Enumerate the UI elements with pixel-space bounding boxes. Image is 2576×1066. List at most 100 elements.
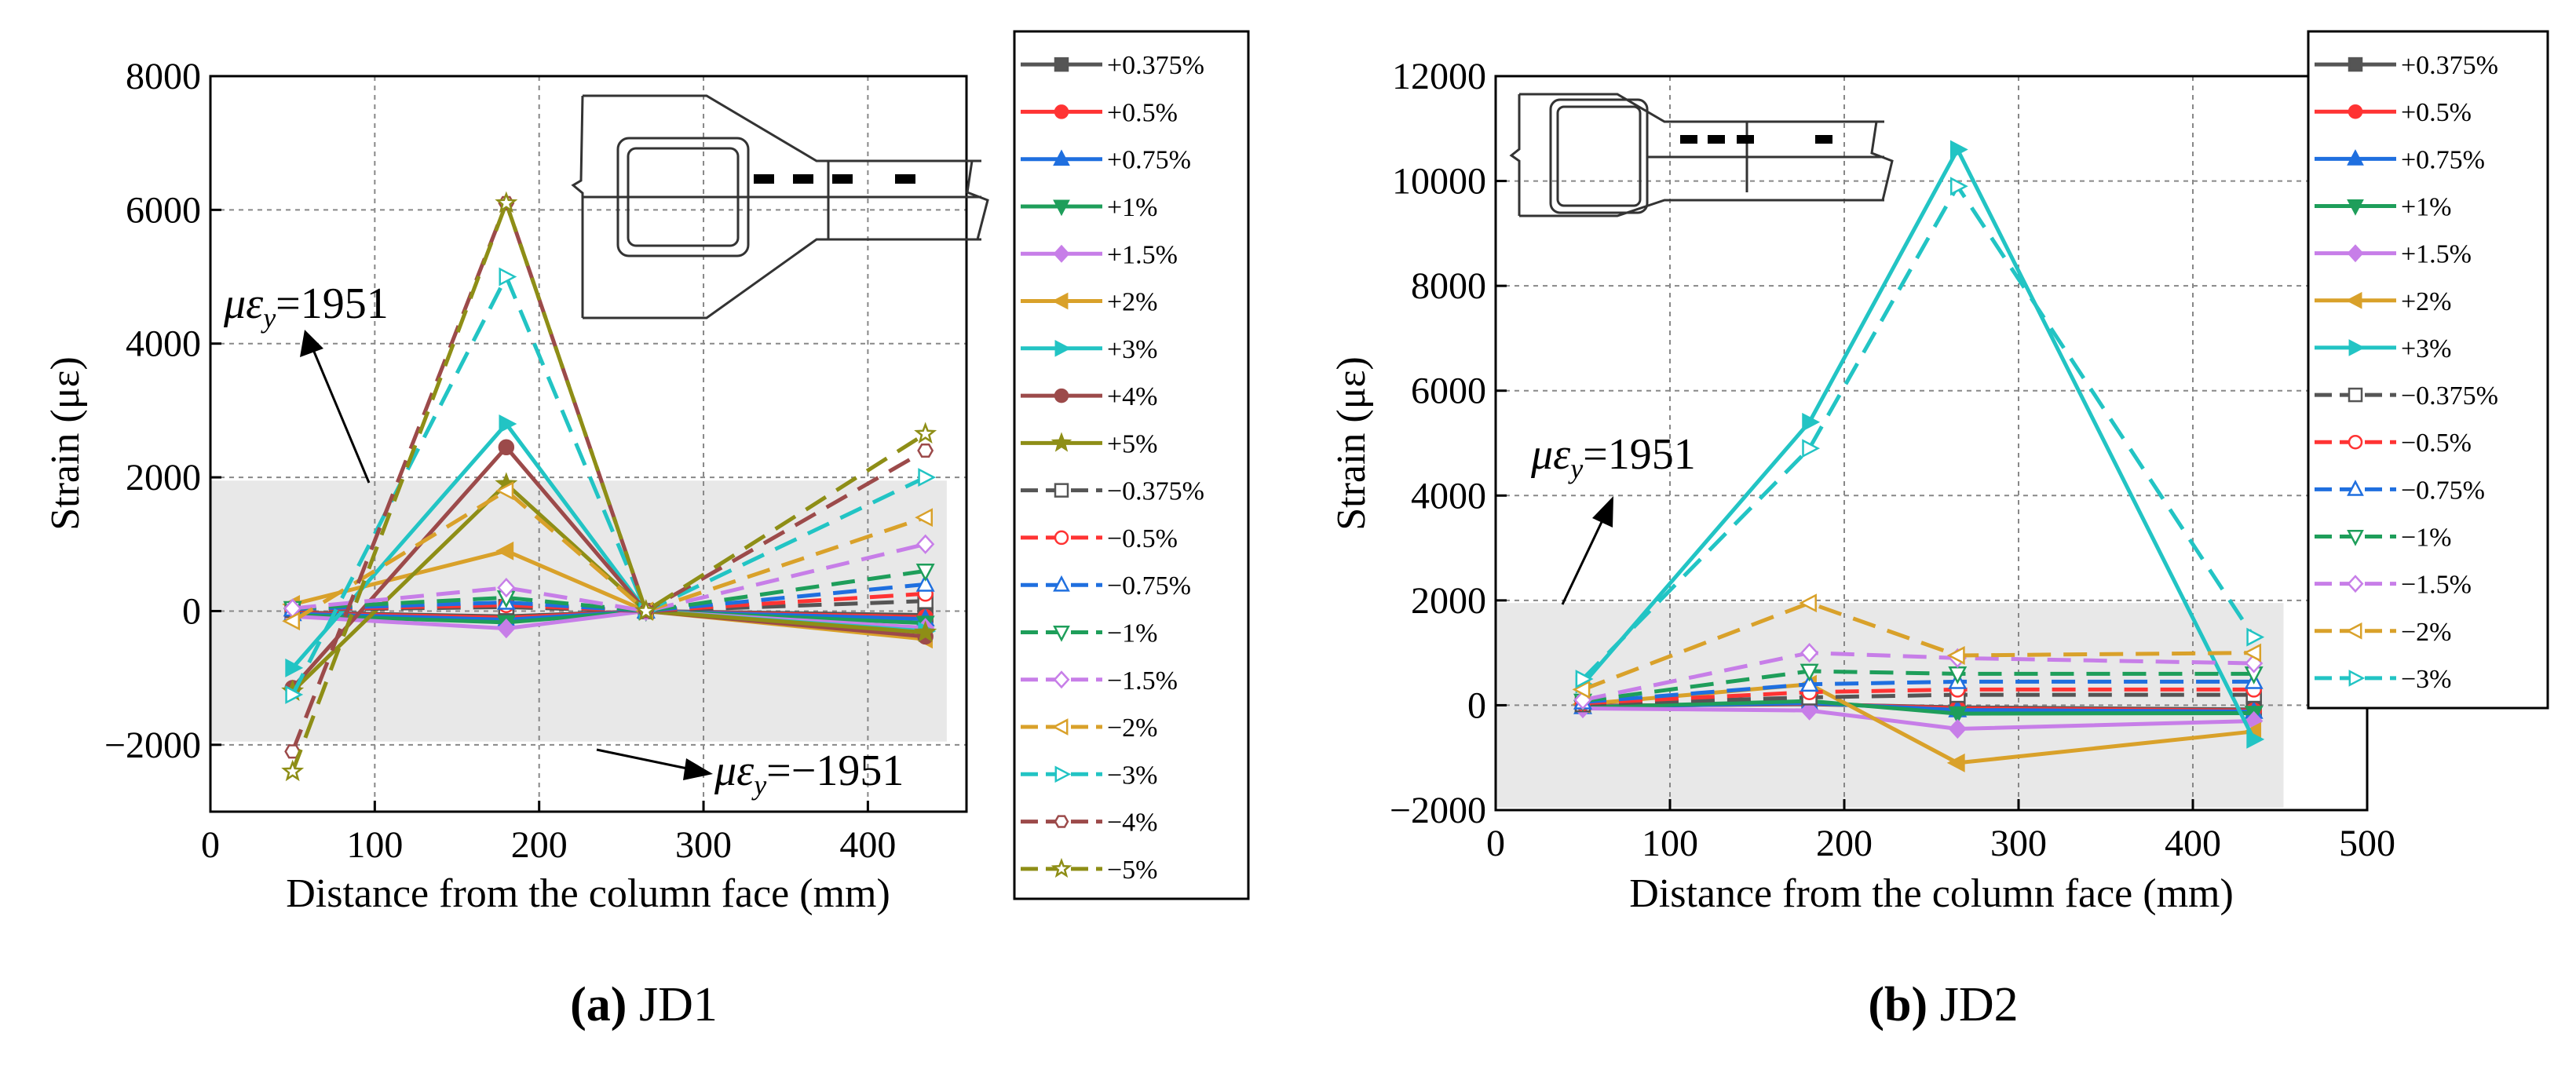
legend-marker — [1054, 483, 1069, 498]
data-point — [495, 191, 518, 214]
series-line — [1581, 184, 2256, 681]
data-point — [918, 468, 937, 487]
legend-entry: −1% — [2315, 524, 2452, 553]
legend-entry: −1.5% — [1021, 666, 1178, 695]
legend-label: −1% — [1107, 619, 1158, 648]
legend-label: −1% — [2401, 524, 2452, 553]
legend-label: −0.375% — [1107, 477, 1204, 506]
legend-marker — [2347, 530, 2364, 546]
y-tick-label: 4000 — [1411, 475, 1486, 517]
series-−1.5% — [1573, 642, 2264, 710]
svg-text:μεy=1951: μεy=1951 — [223, 279, 389, 334]
legend-marker — [1053, 670, 1070, 689]
axis-ticks: 0 100 200 300 400 −2000 0 2000 4000 6000 8000 — [104, 56, 896, 866]
x-tick-label: 300 — [1990, 823, 2047, 864]
legend-entry: +0.5% — [2315, 98, 2472, 127]
legend-marker — [1053, 149, 1070, 166]
legend-entry: −3% — [1021, 761, 1158, 790]
x-tick-label: 400 — [2165, 823, 2221, 864]
legend-entry: +0.75% — [2315, 145, 2485, 174]
legend-label: +1.5% — [1107, 240, 1178, 269]
data-point — [2246, 627, 2265, 647]
data-point — [914, 422, 937, 444]
yield-annotation-upper: μεy=1951 — [223, 279, 389, 484]
x-axis-label: Distance from the column face (mm) — [1629, 871, 2234, 916]
legend-marker — [1054, 530, 1069, 546]
data-point — [1946, 753, 1965, 772]
y-tick-label: −2000 — [1390, 790, 1486, 831]
yield-annotation-lower: μεy=−1951 — [596, 747, 904, 801]
legend-marker — [1054, 57, 1069, 72]
legend-label: +3% — [1107, 335, 1158, 364]
legend-frame — [2307, 30, 2549, 710]
legend-entry: +1.5% — [1021, 240, 1178, 269]
series-group — [281, 191, 937, 782]
legend-label: +1% — [2401, 193, 2452, 222]
legend-entry: −5% — [1021, 856, 1158, 885]
series-−5% — [281, 191, 937, 782]
legend-entry: +4% — [1021, 382, 1158, 411]
legend-entry: +0.75% — [1021, 146, 1191, 175]
legend-label: +4% — [1107, 382, 1158, 411]
data-point — [1802, 412, 1821, 432]
legend-entry: +2% — [2315, 287, 2452, 316]
series-line — [1582, 706, 2254, 731]
legend-label: +0.75% — [1107, 146, 1191, 175]
series-+3% — [1575, 140, 2265, 749]
legend-label: +1% — [1107, 193, 1158, 222]
legend-marker — [2348, 670, 2366, 687]
data-point — [2246, 729, 2265, 749]
y-tick-label: 6000 — [1411, 371, 1486, 412]
series-group — [1572, 140, 2265, 772]
data-point — [916, 534, 935, 554]
legend-label: −0.75% — [2401, 476, 2485, 505]
data-point — [1575, 670, 1594, 689]
data-point — [497, 618, 516, 639]
series-−2% — [1572, 593, 2262, 699]
series-line — [1582, 651, 2254, 703]
legend-marker — [1054, 765, 1072, 783]
legend-entry: −0.75% — [1021, 571, 1191, 601]
legend-label: −1.5% — [2401, 571, 2472, 600]
axis-ticks: 0 100 200 300 400 500−20000200040006000800010… — [1390, 56, 2395, 864]
x-tick-label: 100 — [1642, 823, 1698, 864]
legend-entry: −4% — [1021, 809, 1158, 838]
legend-label: −3% — [2401, 665, 2452, 694]
legend-marker — [1053, 575, 1070, 592]
legend-entry: −2% — [1021, 714, 1158, 743]
data-point — [1800, 663, 1819, 682]
data-point — [2243, 643, 2262, 663]
legend-label: +0.5% — [2401, 98, 2472, 127]
data-point — [1946, 646, 1965, 665]
legend-entry: −0.5% — [2315, 429, 2472, 458]
data-point — [497, 577, 516, 598]
data-point — [1949, 177, 1968, 196]
legend-marker — [2347, 244, 2364, 263]
series-line — [1582, 679, 2254, 704]
data-point — [285, 685, 304, 704]
legend-label: +0.375% — [1107, 51, 1204, 80]
legend-marker — [2347, 480, 2364, 496]
series-line — [290, 445, 926, 690]
y-tick-label: 12000 — [1392, 56, 1486, 97]
data-point — [1948, 706, 1968, 725]
legend-label: +5% — [1107, 429, 1158, 458]
caption-jd1: (a) JD1 — [570, 978, 718, 1031]
data-point — [634, 599, 658, 621]
legend: +0.375% +0.5% +0.75% +1% +1.5% +2% +3% +4% +5% −0… — [1013, 30, 1250, 900]
series-line — [1582, 601, 2254, 692]
data-point — [1800, 700, 1819, 721]
data-point — [1948, 718, 1967, 739]
x-tick-label: 200 — [1816, 823, 1873, 864]
data-point — [499, 267, 517, 287]
legend-marker — [2347, 149, 2364, 166]
legend-entry: +0.375% — [2315, 51, 2498, 80]
series-−3% — [1575, 177, 2265, 689]
legend-marker — [1053, 626, 1070, 642]
legend-marker — [2345, 291, 2362, 309]
legend-marker — [2347, 575, 2364, 593]
series-line — [1582, 669, 2254, 703]
legend-label: −4% — [1107, 809, 1158, 838]
data-point — [495, 541, 514, 560]
